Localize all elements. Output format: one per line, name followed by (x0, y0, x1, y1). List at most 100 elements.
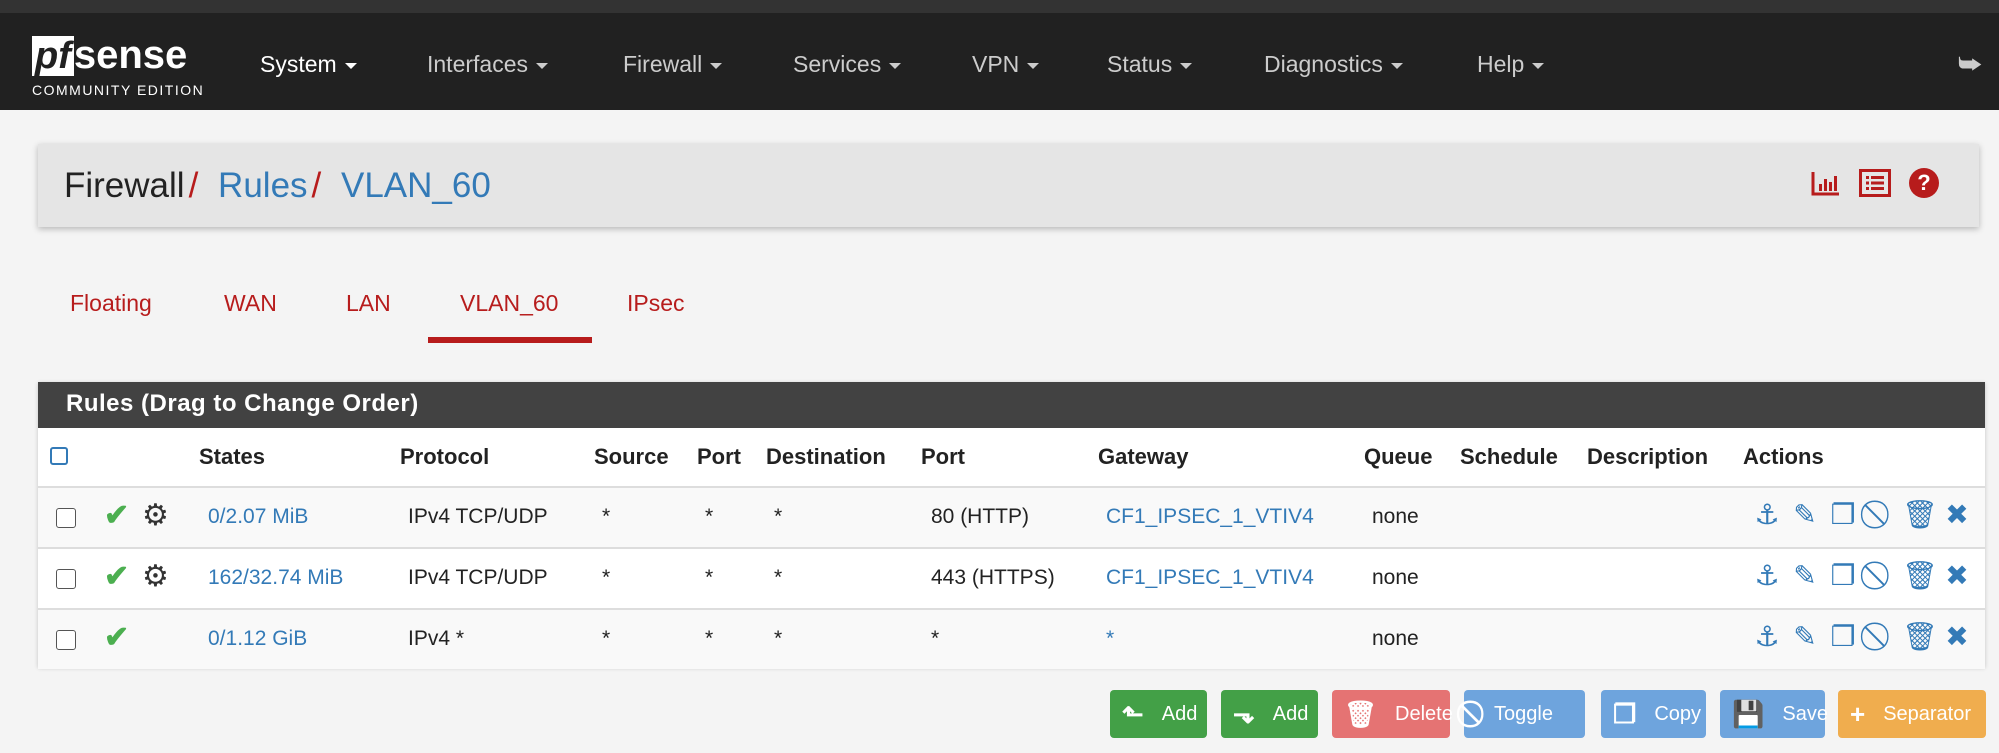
nav-status[interactable]: Status (1107, 51, 1193, 78)
caret-down-icon (1390, 62, 1403, 69)
rule-queue: none (1372, 566, 1419, 589)
rule-protocol: IPv4 TCP/UDP (408, 505, 548, 528)
rule-dest-port: 80 (HTTP) (931, 505, 1030, 528)
anchor-icon[interactable]: ⚓︎ (1754, 499, 1780, 530)
tab-floating[interactable]: Floating (70, 290, 152, 316)
breadcrumb-bar: Firewall / Rules / VLAN_60 ? (38, 144, 1979, 227)
help-icon[interactable]: ? (1909, 168, 1939, 198)
rules-panel: Rules (Drag to Change Order) States Prot… (38, 382, 1985, 669)
col-queue: Queue (1364, 444, 1433, 469)
nav-interfaces[interactable]: Interfaces (427, 51, 548, 78)
trash-icon[interactable]: 🗑︎ (1902, 621, 1938, 652)
col-source-port: Port (697, 444, 741, 469)
logo-edition: COMMUNITY EDITION (32, 82, 205, 98)
add-bottom-button[interactable]: ⬎ Add (1221, 690, 1318, 738)
col-actions: Actions (1743, 444, 1824, 469)
anchor-icon[interactable]: ⚓︎ (1754, 560, 1780, 591)
tab-ipsec[interactable]: IPsec (627, 290, 685, 316)
col-protocol: Protocol (400, 444, 490, 469)
active-tab-underline (428, 337, 592, 343)
delete-icon[interactable]: ✖ (1945, 499, 1969, 530)
edit-icon[interactable]: ✎ (1793, 560, 1817, 591)
rule-source: * (602, 505, 611, 528)
delete-icon[interactable]: ✖ (1945, 621, 1969, 652)
save-button[interactable]: 💾 Save (1720, 690, 1828, 738)
copy-icon[interactable]: ❐ (1830, 621, 1856, 652)
table-row[interactable]: ✔ ⚙ 162/32.74 MiB IPv4 TCP/UDP * * * 443 (HTTPS… (38, 547, 1985, 608)
row-checkbox[interactable] (56, 569, 76, 589)
edit-icon[interactable]: ✎ (1793, 621, 1817, 652)
caret-down-icon (536, 62, 548, 69)
nav-help[interactable]: Help (1477, 51, 1545, 78)
row-checkbox[interactable] (56, 630, 76, 650)
rule-queue: none (1372, 627, 1419, 650)
nav-vpn[interactable]: VPN (972, 51, 1040, 78)
breadcrumb-rules[interactable]: Rules (218, 166, 308, 205)
gear-icon: ⚙ (142, 499, 169, 532)
logo-pf: pf (32, 36, 74, 76)
rule-gateway[interactable]: CF1_IPSEC_1_VTIV4 (1106, 566, 1314, 589)
rule-states[interactable]: 0/1.12 GiB (208, 627, 308, 650)
row-checkbox[interactable] (56, 508, 76, 528)
bar-chart-icon[interactable] (1811, 170, 1841, 196)
col-dest-port: Port (921, 444, 965, 469)
copy-button[interactable]: ❐ Copy (1601, 690, 1706, 738)
rule-gateway[interactable]: CF1_IPSEC_1_VTIV4 (1106, 505, 1314, 528)
nav-system[interactable]: System (260, 51, 357, 78)
check-icon[interactable]: ✔ (104, 499, 130, 532)
rule-source: * (602, 566, 611, 589)
edit-icon[interactable]: ✎ (1793, 499, 1817, 530)
logout-icon[interactable]: ⮩ (1958, 49, 1983, 79)
select-all-checkbox[interactable] (50, 447, 68, 465)
rule-dest-port: 443 (HTTPS) (931, 566, 1055, 589)
tab-lan[interactable]: LAN (346, 290, 391, 316)
anchor-icon[interactable]: ⚓︎ (1754, 621, 1780, 652)
nav-firewall[interactable]: Firewall (623, 51, 723, 78)
breadcrumb: Firewall / Rules / VLAN_60 (64, 166, 491, 206)
gear-icon: ⚙ (142, 560, 169, 593)
trash-icon[interactable]: 🗑︎ (1902, 560, 1938, 591)
copy-icon[interactable]: ❐ (1830, 499, 1856, 530)
disable-icon[interactable]: ⃠ (1864, 559, 1898, 592)
copy-icon[interactable]: ❐ (1830, 560, 1856, 591)
rule-protocol: IPv4 TCP/UDP (408, 566, 548, 589)
rule-states[interactable]: 162/32.74 MiB (208, 566, 344, 589)
col-source: Source (594, 444, 669, 469)
add-top-button[interactable]: ⬑ Add (1110, 690, 1207, 738)
pfsense-logo[interactable]: pfsense COMMUNITY EDITION (32, 35, 204, 98)
trash-icon[interactable]: 🗑︎ (1902, 499, 1938, 530)
rule-gateway[interactable]: * (1106, 627, 1115, 650)
rule-destination: * (774, 627, 783, 650)
rule-states[interactable]: 0/2.07 MiB (208, 505, 309, 528)
table-row[interactable]: ✔ 0/1.12 GiB IPv4 * * * * * * none ⚓︎ ✎ ❐⃠🗑︎✖ (38, 608, 1985, 669)
caret-down-icon (1180, 62, 1193, 69)
disable-icon[interactable]: ⃠ (1864, 620, 1898, 653)
col-states: States (199, 444, 266, 469)
rule-source-port: * (705, 566, 714, 589)
breadcrumb-firewall: Firewall (64, 166, 185, 205)
caret-down-icon (344, 62, 357, 69)
nav-diagnostics[interactable]: Diagnostics (1264, 51, 1403, 78)
separator-button[interactable]: + Separator (1838, 690, 1986, 738)
breadcrumb-current[interactable]: VLAN_60 (341, 166, 491, 205)
rule-source: * (602, 627, 611, 650)
rule-dest-port: * (931, 627, 940, 650)
rule-destination: * (774, 505, 783, 528)
table-row[interactable]: ✔ ⚙ 0/2.07 MiB IPv4 TCP/UDP * * * 80 (HTTP) CF1_… (38, 486, 1985, 547)
col-gateway: Gateway (1098, 444, 1189, 469)
disable-icon[interactable]: ⃠ (1864, 498, 1898, 531)
logo-sense: sense (73, 33, 188, 77)
nav-services[interactable]: Services (793, 51, 902, 78)
check-icon[interactable]: ✔ (104, 560, 130, 593)
rule-source-port: * (705, 505, 714, 528)
list-icon[interactable] (1859, 169, 1891, 197)
tab-wan[interactable]: WAN (224, 290, 277, 316)
rule-queue: none (1372, 505, 1419, 528)
check-icon[interactable]: ✔ (104, 621, 130, 654)
delete-button[interactable]: 🗑 Delete (1332, 690, 1453, 738)
tab-vlan60[interactable]: VLAN_60 (460, 290, 559, 316)
breadcrumb-sep: / (311, 166, 322, 205)
toggle-button[interactable]: ⃠Toggle (1464, 690, 1585, 738)
caret-down-icon (1532, 62, 1545, 69)
delete-icon[interactable]: ✖ (1945, 560, 1969, 591)
